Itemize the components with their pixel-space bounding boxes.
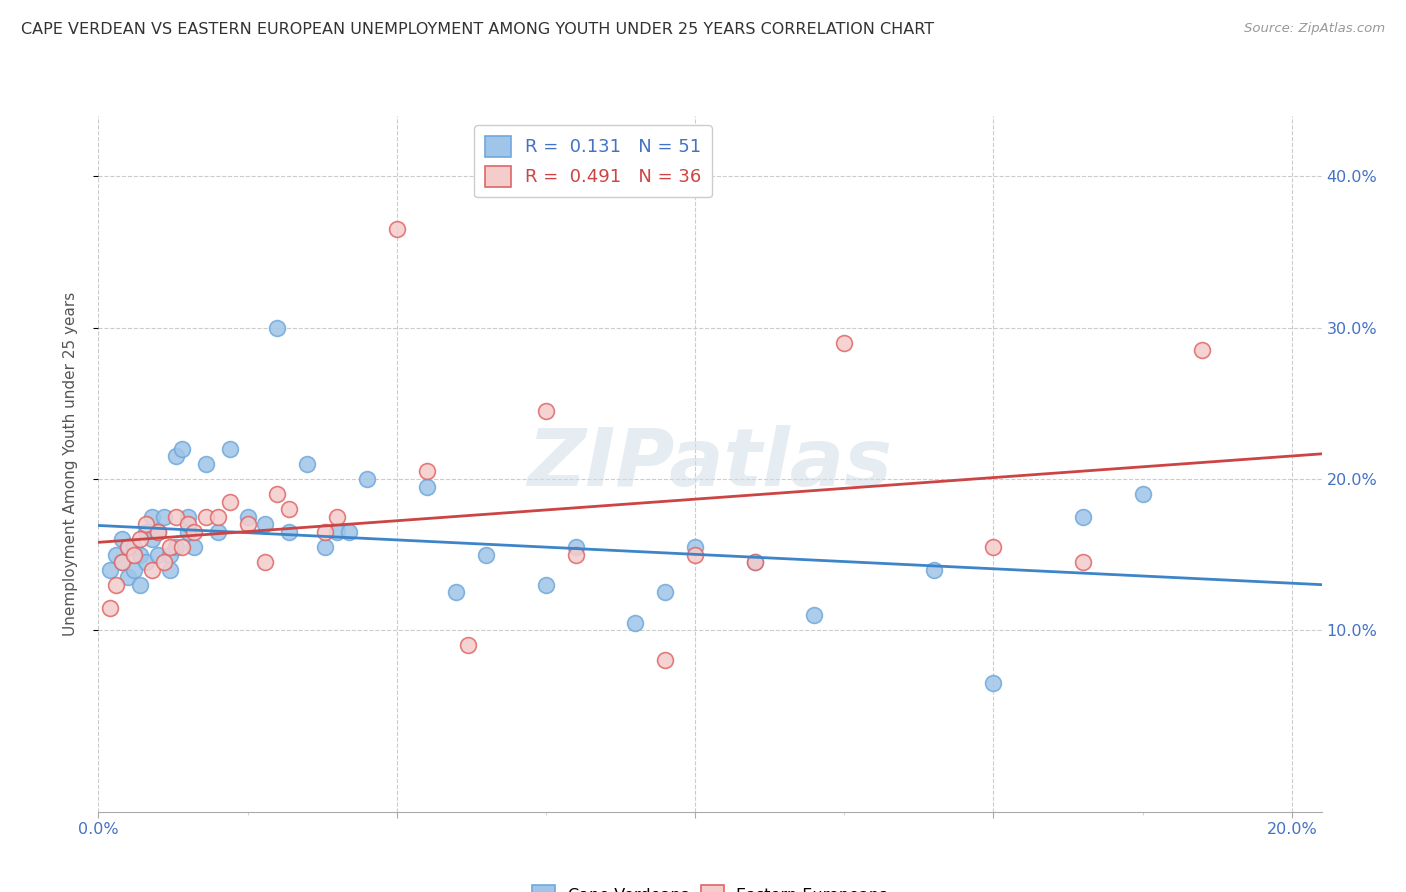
Point (922, 563, 945, 577)
Point (122, 548, 145, 562)
Point (683, 540, 706, 554)
Point (326, 524, 349, 539)
Point (117, 570, 139, 584)
Point (565, 548, 588, 562)
Point (159, 563, 181, 577)
Point (146, 548, 169, 562)
Text: ZIPatlas: ZIPatlas (527, 425, 893, 503)
Point (1071, 509, 1094, 524)
Point (1191, 343, 1213, 358)
Point (218, 494, 240, 508)
Point (475, 548, 498, 562)
Point (177, 509, 200, 524)
Point (146, 524, 169, 539)
Point (111, 533, 134, 547)
Point (141, 509, 163, 524)
Point (683, 548, 706, 562)
Point (159, 540, 181, 554)
Legend: Cape Verdeans, Eastern Europeans: Cape Verdeans, Eastern Europeans (526, 879, 894, 892)
Point (177, 524, 200, 539)
Point (117, 540, 139, 554)
Point (207, 509, 229, 524)
Point (135, 524, 157, 539)
Point (159, 548, 181, 562)
Point (565, 540, 588, 554)
Point (415, 464, 437, 478)
Point (654, 585, 676, 599)
Point (266, 320, 288, 334)
Point (254, 517, 277, 532)
Point (446, 585, 468, 599)
Point (266, 487, 288, 501)
Point (165, 450, 187, 464)
Point (135, 517, 157, 532)
Point (135, 555, 157, 569)
Point (385, 222, 408, 236)
Point (297, 457, 319, 471)
Point (624, 615, 647, 630)
Point (1071, 555, 1094, 569)
Point (194, 509, 217, 524)
Point (744, 555, 766, 569)
Point (278, 524, 301, 539)
Text: Source: ZipAtlas.com: Source: ZipAtlas.com (1244, 22, 1385, 36)
Point (326, 509, 349, 524)
Point (803, 608, 825, 623)
Point (254, 555, 277, 569)
Point (218, 442, 240, 456)
Point (207, 524, 229, 539)
Point (111, 555, 134, 569)
Point (122, 563, 145, 577)
Point (1132, 487, 1154, 501)
Point (170, 442, 193, 456)
Point (105, 548, 128, 562)
Point (654, 653, 676, 667)
Point (129, 578, 152, 592)
Point (117, 540, 139, 554)
Point (105, 578, 128, 592)
Point (457, 638, 479, 652)
Point (983, 676, 1005, 690)
Point (278, 502, 301, 516)
Point (236, 517, 259, 532)
Point (744, 555, 766, 569)
Point (183, 524, 205, 539)
Point (183, 540, 205, 554)
Point (141, 563, 163, 577)
Point (356, 472, 378, 486)
Point (236, 509, 259, 524)
Point (98, 600, 121, 615)
Point (415, 479, 437, 493)
Point (141, 533, 163, 547)
Point (153, 555, 176, 569)
Point (146, 524, 169, 539)
Y-axis label: Unemployment Among Youth under 25 years: Unemployment Among Youth under 25 years (63, 292, 77, 636)
Text: CAPE VERDEAN VS EASTERN EUROPEAN UNEMPLOYMENT AMONG YOUTH UNDER 25 YEARS CORRELA: CAPE VERDEAN VS EASTERN EUROPEAN UNEMPLO… (21, 22, 934, 37)
Point (983, 540, 1005, 554)
Point (832, 335, 855, 350)
Point (129, 533, 152, 547)
Point (129, 548, 152, 562)
Point (534, 404, 557, 418)
Point (111, 555, 134, 569)
Point (170, 540, 193, 554)
Point (337, 524, 360, 539)
Point (153, 509, 176, 524)
Point (534, 578, 557, 592)
Point (122, 540, 145, 554)
Point (194, 457, 217, 471)
Point (314, 540, 336, 554)
Point (165, 540, 187, 554)
Point (177, 517, 200, 532)
Point (98, 563, 121, 577)
Point (165, 509, 187, 524)
Point (314, 524, 336, 539)
